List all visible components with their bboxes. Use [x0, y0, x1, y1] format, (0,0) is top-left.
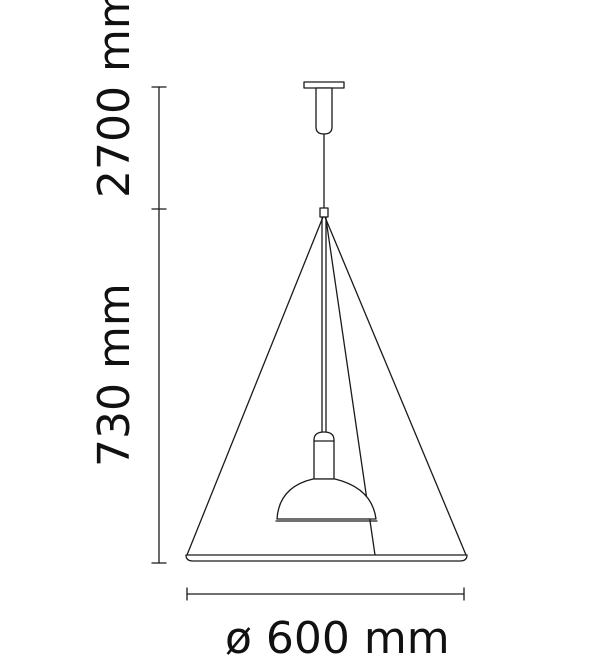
ceiling-canopy [303, 81, 345, 135]
lamp-shade-neck [313, 431, 335, 480]
lamp-stem-rod [321, 216, 327, 433]
vertical-dimension-line [151, 86, 167, 564]
lamp-height-label: 730 mm [89, 283, 140, 467]
cable-height-label: 2700 mm [89, 0, 140, 198]
diameter-label: ø 600 mm [225, 613, 450, 664]
frame-base-ring [185, 554, 468, 562]
lamp-shade [275, 431, 378, 522]
lamp-shade-dome [276, 478, 377, 520]
cable-connector [319, 207, 329, 218]
horizontal-dimension-line [186, 587, 465, 601]
